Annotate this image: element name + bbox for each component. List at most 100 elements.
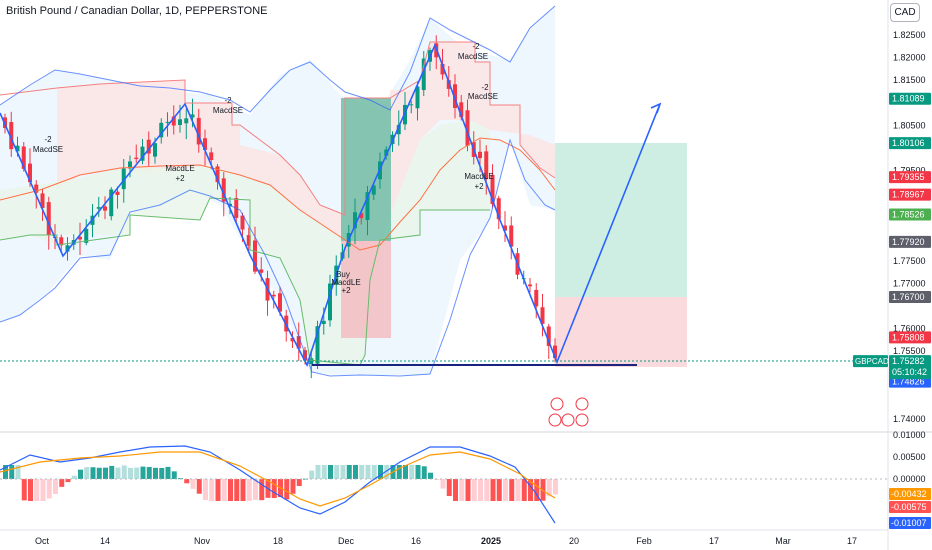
candle: [409, 100, 414, 114]
time-tick-2: Nov: [194, 536, 211, 546]
candle: [96, 196, 101, 217]
candle: [465, 99, 470, 152]
macd-label-1: -0.00575: [889, 501, 931, 513]
annotation-3: +2: [175, 174, 185, 183]
histogram-bar: [309, 470, 315, 479]
annotation-5: MacdSE: [213, 106, 243, 115]
candle: [246, 227, 251, 251]
price-label-7: 1.75808: [889, 331, 931, 344]
bollinger-upper-line: [0, 5, 556, 113]
candle: [159, 118, 164, 144]
candle: [140, 138, 145, 165]
histogram-bar: [496, 479, 502, 501]
signal-icons[interactable]: [548, 397, 589, 427]
histogram-bar: [428, 472, 433, 479]
long-loss-zone: [341, 241, 391, 338]
histogram-bar: [440, 479, 446, 489]
donchian-upper-fill: [57, 42, 555, 250]
histogram-bar: [378, 465, 383, 479]
time-tick-11: 17: [847, 536, 857, 546]
histogram-bar: [403, 465, 408, 479]
histogram-bar: [284, 479, 290, 500]
candle: [296, 322, 301, 361]
candle: [540, 293, 545, 337]
price-tick-7: 1.76000: [893, 324, 926, 334]
candle: [503, 211, 507, 242]
svg-text:1.79355: 1.79355: [892, 172, 925, 182]
histogram-bar: [209, 479, 215, 501]
candle: [78, 222, 82, 255]
price-tick-8: 1.75500: [893, 346, 926, 356]
candle: [109, 187, 114, 221]
histogram-bar: [121, 465, 127, 479]
histogram-bar: [396, 465, 402, 479]
histogram-bar: [34, 479, 40, 501]
histogram-bar: [521, 479, 527, 501]
candle: [290, 331, 295, 349]
histogram-bar: [221, 479, 227, 501]
currency-button[interactable]: CAD: [890, 3, 920, 22]
macd-tick-1: 0.00500: [893, 452, 926, 462]
price-axis[interactable]: 1.82500 1.82000 1.81500 1.80500 1.79500 1.775…: [893, 30, 926, 424]
histogram-bar: [46, 479, 52, 499]
annotation-13: MacdLE: [464, 172, 493, 181]
histogram-bar: [259, 479, 265, 501]
candle: [165, 112, 170, 137]
target-zone: [555, 143, 687, 297]
macd-signal-line: [0, 451, 556, 507]
histogram-bar: [271, 479, 277, 499]
bar-countdown: 05:10:42: [892, 367, 927, 377]
svg-text:1.78967: 1.78967: [892, 190, 925, 200]
macd-axis[interactable]: 0.01000 0.00500 0.00000: [893, 430, 926, 484]
candle: [484, 145, 489, 195]
histogram-bar: [234, 479, 240, 501]
time-axis[interactable]: Oct 14 Nov 18 Dec 16 2025 20 Feb 17 Mar 17: [35, 536, 857, 546]
candle: [415, 81, 420, 121]
candle: [196, 108, 201, 153]
histogram-bar: [203, 479, 208, 500]
histogram-bar: [334, 465, 340, 479]
candle: [509, 216, 514, 260]
histogram-bar: [109, 465, 115, 479]
strategy-annotations: -2MacdSEMacdLE+2-2MacdSEBuyMacdLE+2-2Mac…: [33, 42, 498, 295]
time-tick-7: 20: [569, 536, 579, 546]
svg-text:1.75808: 1.75808: [892, 332, 925, 342]
histogram-bar: [196, 479, 202, 494]
annotation-6: Buy: [336, 270, 350, 279]
candle: [371, 183, 376, 201]
annotation-10: MacdSE: [458, 52, 488, 61]
histogram-bar: [478, 479, 483, 501]
price-label-3: 1.78967: [889, 188, 931, 201]
macd-label-0: -0.00432: [889, 488, 931, 500]
donchian-upper-line: [0, 41, 556, 216]
zigzag-line[interactable]: [0, 42, 661, 368]
price-tick-0: 1.82500: [893, 30, 926, 40]
annotation-12: MacdSE: [468, 92, 498, 101]
candle: [528, 278, 532, 293]
candle: [309, 349, 314, 379]
annotation-7: MacdLE: [331, 278, 360, 287]
arrow-head: [650, 102, 662, 114]
histogram-bar: [446, 479, 452, 497]
histogram-bar: [365, 465, 371, 479]
histogram-bar: [340, 465, 346, 479]
svg-text:1.80106: 1.80106: [892, 138, 925, 148]
histogram-bar: [28, 479, 33, 501]
macd-tick-2: 0.00000: [893, 474, 926, 484]
candle: [40, 189, 45, 221]
histogram-bar: [53, 479, 58, 495]
histogram-bar: [15, 465, 21, 479]
candle: [59, 234, 64, 254]
histogram-bar: [290, 479, 296, 494]
histogram-bar: [21, 479, 27, 501]
price-labels: 1.81089 1.80106 1.79355 1.78967 1.78526 1.779…: [889, 92, 931, 388]
price-label-0: 1.81089: [889, 92, 931, 105]
histogram-bar: [528, 479, 533, 501]
candle: [65, 237, 70, 261]
svg-text:1.81089: 1.81089: [892, 94, 925, 104]
histogram-bar: [128, 467, 133, 479]
histogram-bar: [328, 465, 333, 479]
histogram-bar: [453, 479, 458, 501]
histogram-bar: [115, 467, 121, 479]
